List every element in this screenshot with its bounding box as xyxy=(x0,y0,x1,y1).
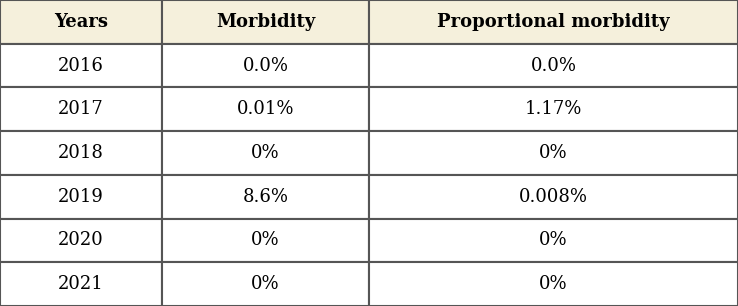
Text: 2018: 2018 xyxy=(58,144,104,162)
Bar xyxy=(162,0,369,44)
Bar xyxy=(369,175,738,218)
Text: 0%: 0% xyxy=(252,275,280,293)
Bar xyxy=(369,218,738,262)
Text: 2020: 2020 xyxy=(58,231,104,249)
Bar xyxy=(162,175,369,218)
Text: 8.6%: 8.6% xyxy=(243,188,289,206)
Text: 0%: 0% xyxy=(252,231,280,249)
Text: 1.17%: 1.17% xyxy=(525,100,582,118)
Text: 2019: 2019 xyxy=(58,188,104,206)
Bar xyxy=(0,262,162,306)
Text: 2017: 2017 xyxy=(58,100,104,118)
Bar xyxy=(0,131,162,175)
Text: 0.008%: 0.008% xyxy=(519,188,588,206)
Text: 0%: 0% xyxy=(539,144,568,162)
Text: 0%: 0% xyxy=(539,275,568,293)
Bar xyxy=(162,131,369,175)
Bar xyxy=(0,44,162,88)
Text: 0.01%: 0.01% xyxy=(237,100,294,118)
Text: Proportional morbidity: Proportional morbidity xyxy=(437,13,670,31)
Text: 0%: 0% xyxy=(539,231,568,249)
Bar xyxy=(369,262,738,306)
Text: 0.0%: 0.0% xyxy=(243,57,289,75)
Bar xyxy=(162,218,369,262)
Text: Years: Years xyxy=(54,13,108,31)
Bar xyxy=(0,0,162,44)
Bar xyxy=(0,175,162,218)
Bar xyxy=(369,88,738,131)
Text: 0.0%: 0.0% xyxy=(531,57,576,75)
Bar xyxy=(0,88,162,131)
Text: 0%: 0% xyxy=(252,144,280,162)
Bar xyxy=(369,44,738,88)
Bar xyxy=(369,131,738,175)
Bar xyxy=(369,0,738,44)
Text: 2016: 2016 xyxy=(58,57,104,75)
Bar xyxy=(162,44,369,88)
Bar xyxy=(162,88,369,131)
Bar xyxy=(0,218,162,262)
Text: Morbidity: Morbidity xyxy=(216,13,315,31)
Bar xyxy=(162,262,369,306)
Text: 2021: 2021 xyxy=(58,275,104,293)
